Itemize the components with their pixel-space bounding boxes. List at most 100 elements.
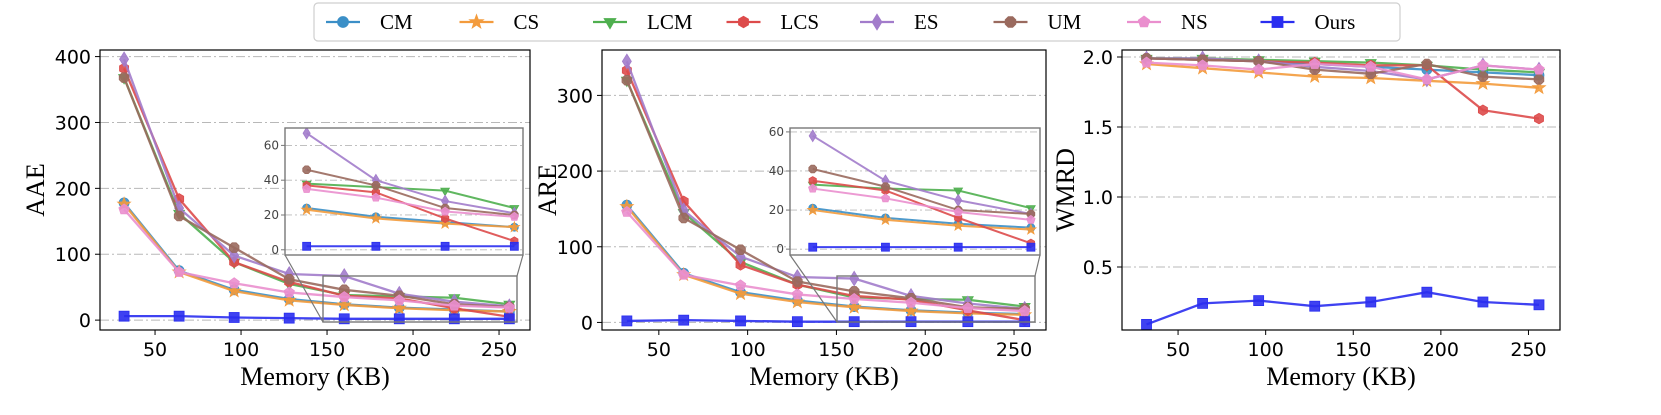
legend-label-ours: Ours [1315,10,1356,34]
inset-point-ours-160 [808,242,818,252]
point-ours-192 [1421,286,1433,298]
y-tick-label-0: 0 [79,310,91,332]
y-tick-label-1: 1.0 [1083,187,1113,209]
point-ours-128 [283,312,295,324]
inset-point-ours-192 [881,242,890,252]
point-ours-160 [338,313,350,325]
point-cs-192 [391,300,407,315]
legend-label-lcm: LCM [647,10,693,34]
legend-marker-lcs [738,15,749,29]
inset-frame [284,127,524,256]
series-line-cs [625,205,1025,317]
inset-point-um-160 [302,165,311,175]
point-ours-224 [1477,296,1489,308]
y-tick-label-3: 2.0 [1083,47,1113,69]
x-tick-label-1: 100 [729,339,765,361]
inset-point-ours-224 [953,242,963,252]
x-tick-label-0: 50 [647,339,671,361]
series-line-um [123,77,510,309]
inset-line-ns [306,187,515,218]
inset-y-tick-label-0: 0 [776,242,784,256]
legend-item-lcm: LCM [593,10,693,34]
point-ns-128 [1309,58,1321,69]
inset-point-ns-224 [440,206,450,216]
inset-y-tick-label-1: 20 [769,203,784,217]
y-tick-label-0: 0.5 [1083,257,1113,279]
point-ns-160 [848,292,860,304]
point-ours-256 [503,313,515,325]
x-tick-label-4: 250 [996,339,1032,361]
series-line-cs [123,203,510,313]
point-lcs-256 [1534,112,1544,125]
point-ns-256 [503,301,516,313]
inset-y-tick-label-1: 20 [264,208,279,222]
point-cs-96 [732,285,749,301]
point-um-64 [678,212,689,224]
point-um-128 [792,276,803,287]
inset-point-ours-160 [302,241,312,251]
axes-frame [601,49,1047,331]
point-cs-96 [226,283,242,298]
point-es-160 [849,270,860,287]
y-axis-label: WMRD [1051,148,1080,232]
point-ns-160 [1365,60,1377,72]
point-ns-224 [1477,59,1489,71]
series-line-lcs [123,68,510,318]
inset-aae: 0 20 40 60 [264,127,524,323]
legend-marker-cs [468,13,485,29]
inset-point-cs-224 [438,217,452,230]
inset-point-lcs-224 [441,213,450,224]
y-tick-label-4: 400 [55,47,91,69]
inset-point-ns-224 [953,207,963,216]
point-ours-96 [228,312,240,323]
point-ours-32 [1141,318,1152,330]
legend-item-um: UM [993,10,1082,34]
point-ns-128 [791,288,804,300]
point-ns-192 [905,296,917,308]
inset-point-ns-192 [880,193,891,203]
inset-point-cs-160 [806,203,819,216]
inset-point-ns-256 [1026,214,1036,224]
inset-point-um-192 [881,182,890,191]
y-tick-label-1: 100 [557,237,593,259]
inset-are: 0 20 40 60 [769,125,1041,323]
inset-series-ours [808,242,1036,252]
point-cs-128 [281,292,297,307]
point-ns-192 [393,294,405,306]
inset-frame [789,127,1041,256]
point-cs-224 [1475,75,1491,91]
axes-frame [1121,49,1561,331]
legend-label-um: UM [1048,10,1082,34]
inset-point-cs-192 [369,211,383,224]
point-ns-224 [962,302,974,313]
x-tick-label-3: 200 [907,339,943,361]
inset-y-tick-label-3: 60 [769,125,784,139]
point-ns-64 [678,268,690,280]
x-tick-label-1: 100 [223,339,259,361]
inset-point-es-160 [808,129,817,143]
point-cs-128 [1307,68,1323,84]
zoom-region-box [322,275,518,323]
inset-point-um-192 [371,181,381,190]
x-tick-label-0: 50 [1166,339,1190,361]
zoom-region-box [836,275,1036,323]
y-tick-label-3: 300 [55,112,91,134]
inset-y-tick-label-0: 0 [271,243,279,257]
series-ours [621,314,1031,328]
y-axis-label: ARE [533,164,562,216]
point-lcs-224 [1477,104,1488,116]
inset-plot-area [285,128,523,251]
inset-y-tick-label-2: 40 [769,164,784,178]
series-ours [1141,286,1545,330]
x-axis-label: Memory (KB) [749,362,898,391]
zoom-connector-left [789,254,838,323]
legend-marker-um [1004,16,1017,28]
series-line-ns [626,211,1025,313]
inset-series-cs [300,203,521,233]
legend-item-ours: Ours [1260,10,1356,34]
point-ours-128 [1309,300,1321,312]
point-ours-96 [1253,295,1265,307]
y-tick-label-2: 1.5 [1083,117,1113,139]
inset-point-lcm-224 [953,187,964,197]
